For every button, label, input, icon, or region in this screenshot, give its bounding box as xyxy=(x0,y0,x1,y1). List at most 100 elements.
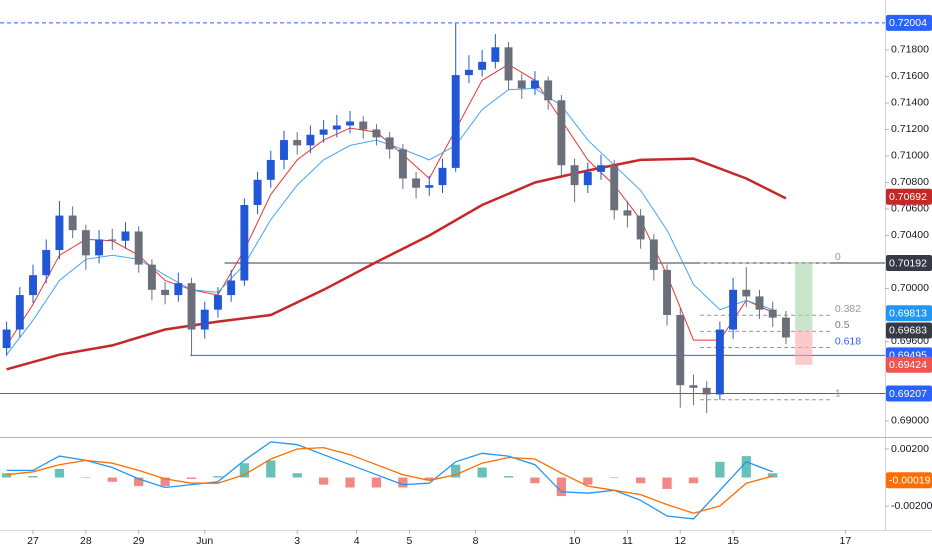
x-tick-label: Jun xyxy=(196,535,213,547)
candle-body xyxy=(491,47,500,62)
candle-body xyxy=(438,167,447,186)
candle-body xyxy=(346,121,354,126)
fib-label: 0.5 xyxy=(835,319,850,331)
y-tick-label: 0.71600 xyxy=(891,70,929,82)
y-tick-label: 0.00200 xyxy=(891,443,929,455)
candle-body xyxy=(15,295,24,330)
candle-body xyxy=(544,80,553,101)
candle-body xyxy=(293,140,302,146)
price-tag-label: 0.72004 xyxy=(889,17,927,29)
x-tick-label: 15 xyxy=(727,535,739,547)
x-tick-label: 4 xyxy=(354,535,360,547)
indicator-line xyxy=(6,446,773,514)
candle-body xyxy=(570,165,579,186)
histogram-bar xyxy=(213,476,223,478)
position-target xyxy=(795,263,813,331)
histogram-bar xyxy=(318,477,329,485)
candle-body xyxy=(464,69,473,76)
price-tag xyxy=(886,385,932,402)
x-tick-label: 10 xyxy=(569,535,581,547)
candle-body xyxy=(610,165,619,211)
histogram-bar xyxy=(662,477,672,489)
fib-label: 1 xyxy=(835,388,841,400)
candle-body xyxy=(557,100,566,166)
histogram-bar xyxy=(583,477,593,485)
price-tag xyxy=(886,188,932,205)
fib-label: 0.618 xyxy=(835,335,861,347)
histogram-bar xyxy=(741,456,751,478)
price-tag xyxy=(886,14,932,31)
y-tick-label: -0.00200 xyxy=(891,500,932,512)
price-tag xyxy=(886,305,932,322)
candle-body xyxy=(781,317,790,338)
x-tick-label: 3 xyxy=(294,535,300,547)
price-tag xyxy=(886,255,932,272)
histogram-bar xyxy=(160,477,170,487)
histogram-bar xyxy=(398,477,408,488)
candle-body xyxy=(108,239,117,241)
y-tick-label: 0.70000 xyxy=(891,282,929,294)
candle-body xyxy=(200,309,209,330)
candle-body xyxy=(663,269,672,315)
candle-body xyxy=(398,149,407,179)
candle-body xyxy=(68,215,77,231)
candle-body xyxy=(372,129,381,138)
x-tick-label: 5 xyxy=(407,535,413,547)
candle-body xyxy=(359,121,368,130)
candle-body xyxy=(29,275,37,296)
candle-body xyxy=(478,61,487,70)
histogram-bar xyxy=(503,476,514,478)
candle-body xyxy=(306,134,315,146)
x-tick-label: 8 xyxy=(473,535,479,547)
candle-body xyxy=(174,283,183,296)
histogram-bar xyxy=(451,464,461,478)
candle-body xyxy=(42,250,51,276)
x-tick-label: 27 xyxy=(27,535,39,547)
y-tick-label: 0.71200 xyxy=(891,123,929,135)
candle-body xyxy=(636,215,645,240)
histogram-bar xyxy=(556,477,567,497)
y-tick-label: 0.71000 xyxy=(891,150,929,162)
indicator-line xyxy=(6,441,773,520)
histogram-bar xyxy=(768,473,778,478)
candle-body xyxy=(649,239,658,270)
candle-body xyxy=(161,289,170,296)
y-tick-label: 0.71400 xyxy=(891,97,929,109)
position-stop xyxy=(795,330,813,365)
candle-body xyxy=(597,165,605,172)
candle-body xyxy=(385,137,394,150)
price-tag xyxy=(886,322,932,339)
candle-body xyxy=(425,185,434,188)
candle-body xyxy=(676,314,685,386)
candle-body xyxy=(332,125,341,130)
histogram-bar xyxy=(609,477,619,479)
candle-body xyxy=(266,159,275,180)
histogram-bar xyxy=(371,477,382,488)
candle-body xyxy=(253,179,262,205)
candle-body xyxy=(451,75,460,168)
candle-body xyxy=(213,295,222,310)
price-tag-label: -0.00019 xyxy=(889,475,931,487)
y-tick-label: 0.70600 xyxy=(891,203,929,215)
histogram-bar xyxy=(81,477,91,479)
price-tag-label: 0.69683 xyxy=(889,325,927,337)
candle-body xyxy=(517,80,526,89)
histogram-bar xyxy=(239,463,249,478)
candle-body xyxy=(280,140,288,160)
candle-body xyxy=(95,239,104,256)
price-tag-label: 0.70192 xyxy=(889,257,927,269)
histogram-bar xyxy=(54,468,65,478)
candle-body xyxy=(187,283,196,330)
candle-body xyxy=(412,178,421,188)
histogram-bar xyxy=(688,477,699,484)
histogram-bar xyxy=(715,461,725,478)
candle-body xyxy=(319,129,328,135)
candle-body xyxy=(742,289,751,297)
x-tick-label: 11 xyxy=(622,535,633,547)
price-tag xyxy=(886,472,932,489)
candle-body xyxy=(147,264,156,290)
fib-label: 0 xyxy=(835,251,841,263)
